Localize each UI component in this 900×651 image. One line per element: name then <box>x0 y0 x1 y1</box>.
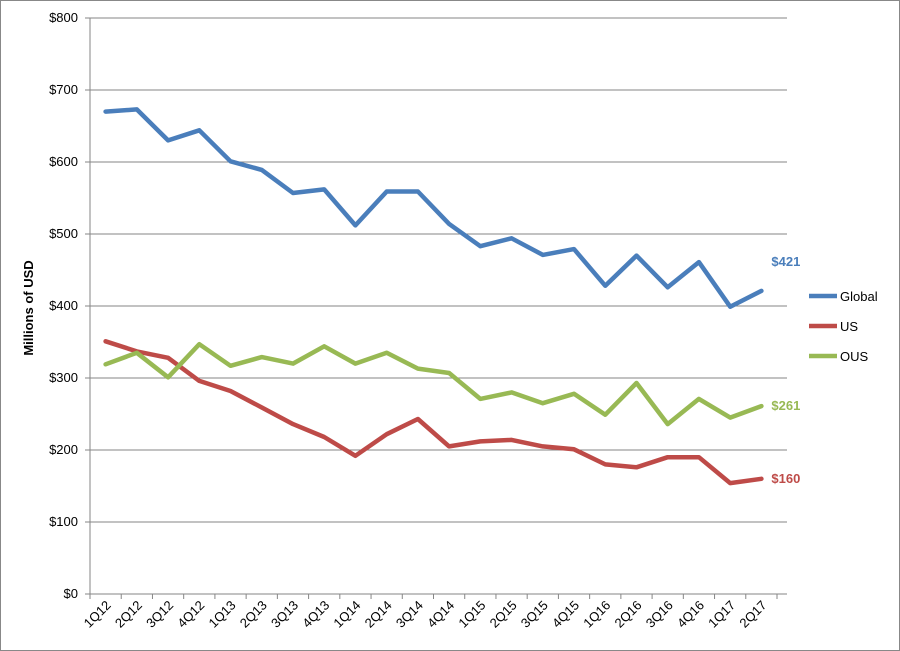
series-line-ous <box>103 341 764 427</box>
end-label-ous: $261 <box>771 398 800 413</box>
y-tick-label: $200 <box>49 442 78 457</box>
series-line-global <box>103 107 764 309</box>
y-tick-label: $100 <box>49 514 78 529</box>
y-tick-label: $400 <box>49 298 78 313</box>
series-lines <box>103 107 764 486</box>
y-axis-title: Millions of USD <box>21 260 36 355</box>
y-tick-label: $600 <box>49 154 78 169</box>
end-labels: $421 $160 $261 <box>771 254 800 486</box>
y-tick-label: $800 <box>49 10 78 25</box>
y-tick-label: $500 <box>49 226 78 241</box>
end-label-global: $421 <box>771 254 800 269</box>
legend-label-global: Global <box>840 289 878 304</box>
legend: Global US OUS <box>809 289 878 364</box>
gridlines <box>90 17 787 595</box>
legend-label-ous: OUS <box>840 349 869 364</box>
legend-label-us: US <box>840 319 858 334</box>
series-line-us <box>103 339 764 486</box>
end-label-us: $160 <box>771 471 800 486</box>
y-tick-label: $300 <box>49 370 78 385</box>
y-tick-label: $0 <box>64 586 78 601</box>
y-tick-label: $700 <box>49 82 78 97</box>
